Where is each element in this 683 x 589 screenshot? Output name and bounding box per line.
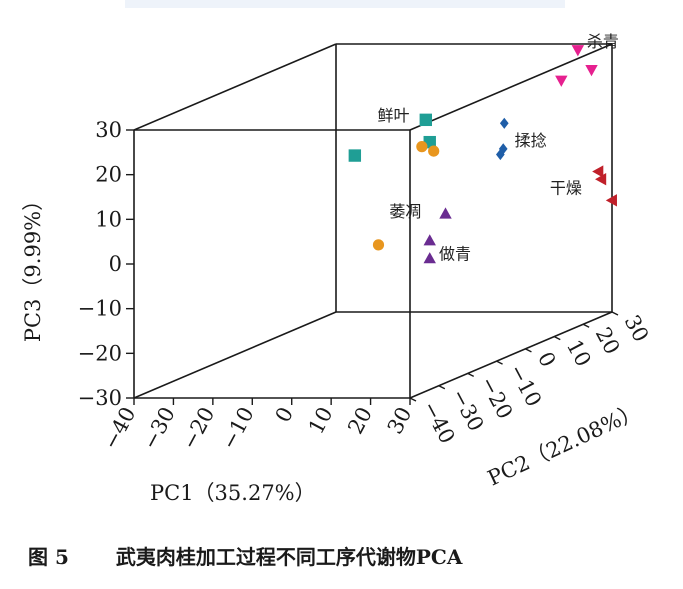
pc3-tick-label: 10 [95, 207, 122, 231]
pc1-tick-label: 30 [383, 403, 417, 438]
pc1-tick-label: −10 [217, 403, 259, 453]
pc2-tick [467, 372, 475, 378]
data-point [416, 141, 428, 153]
data-point [439, 207, 452, 219]
data-point [423, 234, 436, 246]
data-point [372, 239, 385, 251]
group-label: 杀青 [587, 32, 619, 51]
pca-3d-chart: −40−30−20−10 0 10 20 30 −40−30−20−100 10203030… [21, 32, 654, 505]
pc2-tick [611, 311, 619, 316]
pc1-tick-label: 10 [304, 403, 338, 438]
caption-number: 图 5 [28, 545, 69, 569]
pc2-tick [553, 335, 561, 341]
group-label: 萎凋 [389, 202, 421, 221]
pc1-tick-label: 0 [271, 403, 298, 426]
right-top-edge [409, 43, 613, 131]
pc3-tick-label: −10 [78, 297, 122, 321]
pc3-tick-label: −20 [78, 341, 122, 365]
data-point [419, 113, 432, 127]
top-band [125, 0, 565, 8]
left-top-edge [133, 43, 337, 131]
data-point [595, 173, 607, 186]
group-label: 干燥 [550, 179, 582, 198]
data-point [499, 117, 509, 129]
data-point [555, 75, 568, 87]
pc1-tick-label: −30 [138, 403, 180, 453]
data-points [348, 45, 617, 264]
pc1-axis-title: PC1（35.27%） [150, 481, 316, 505]
pc2-tick [438, 385, 446, 390]
pc2-tick-label: 0 [533, 348, 560, 371]
pc2-axis-line [409, 311, 613, 399]
data-point [592, 165, 604, 178]
pc1-tick-label: 20 [343, 403, 377, 438]
group-label: 揉捻 [515, 131, 547, 150]
figure-caption: 图 5 武夷肉桂加工过程不同工序代谢物PCA [28, 541, 668, 571]
pc2-tick [409, 397, 417, 402]
pc3-tick-label: −30 [78, 386, 122, 410]
pc3-tick-label: 0 [109, 252, 122, 276]
pc2-tick [582, 323, 590, 328]
pc1-tick-label: −20 [177, 403, 219, 453]
left-bottom-edge [133, 311, 337, 399]
pc2-tick [525, 348, 532, 353]
pc3-tick-label: 20 [95, 163, 122, 187]
pc2-tick-label: 10 [562, 336, 596, 371]
group-label: 鲜叶 [377, 106, 409, 125]
data-point [605, 194, 617, 207]
axes-box [133, 43, 613, 399]
pc2-tick-label: 30 [620, 311, 654, 346]
pc3-tick-label: 30 [95, 118, 122, 142]
group-label: 做青 [439, 244, 471, 263]
pc2-tick-label: 20 [591, 323, 625, 358]
data-point [428, 145, 440, 157]
data-point [585, 65, 598, 77]
data-point [348, 149, 362, 162]
pc2-tick [496, 360, 503, 365]
data-point [423, 252, 436, 264]
caption-title: 武夷肉桂加工过程不同工序代谢物PCA [115, 545, 463, 569]
axis-ticks: −40−30−20−10 0 10 20 30 −40−30−20−100 10203030… [78, 118, 654, 453]
pc1-tick-label: −40 [98, 403, 140, 453]
data-point [571, 45, 585, 57]
data-point [496, 148, 505, 161]
pc3-axis-title: PC3（9.99%） [21, 190, 45, 342]
